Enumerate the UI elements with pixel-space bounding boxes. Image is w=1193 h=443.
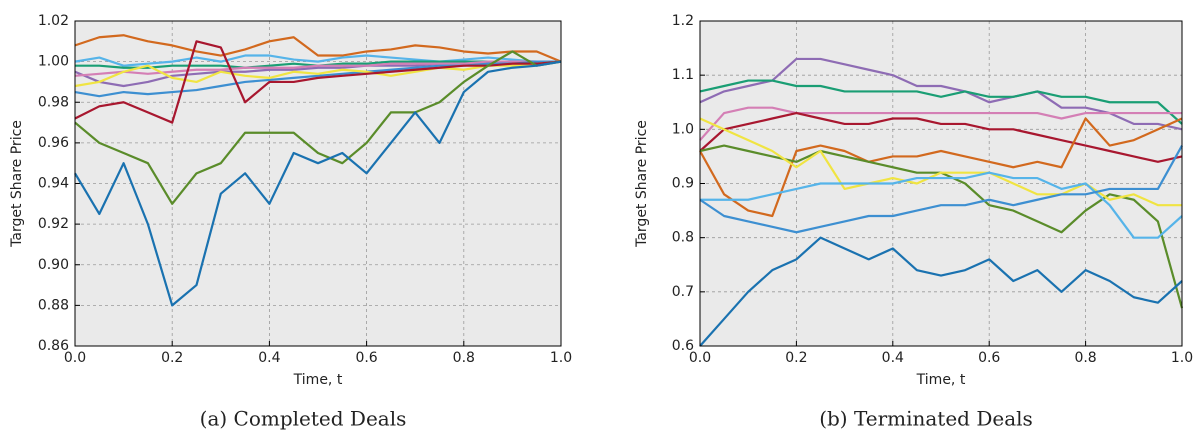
x-tick-label: 0.0 (64, 350, 86, 366)
y-tick-label: 0.6 (672, 338, 694, 354)
series-line (74, 60, 561, 77)
x-tick-label: 0.2 (785, 350, 807, 366)
series-line (74, 60, 562, 307)
x-tick-label: 1.0 (1171, 350, 1193, 366)
y-tick-label: 0.98 (38, 94, 69, 110)
x-tick-label: 0.6 (978, 350, 1000, 366)
x-tick-label: 0.6 (355, 350, 377, 366)
caption: (a) Completed Deals (200, 407, 407, 431)
plot-frame (699, 20, 1183, 347)
y-tick-label: 0.88 (38, 297, 69, 313)
x-axis-label: Time, t (293, 372, 343, 388)
series-line (699, 236, 1183, 347)
x-tick-label: 0.8 (453, 350, 475, 366)
series-line (74, 34, 562, 63)
plot-frame (74, 20, 562, 347)
series-line (699, 106, 1182, 141)
y-axis-label: Target Share Price (634, 120, 650, 248)
series-line (700, 171, 1183, 239)
caption: (b) Terminated Deals (819, 407, 1033, 431)
y-tick-label: 1.00 (38, 54, 69, 70)
y-tick-label: 1.1 (672, 67, 694, 83)
series-line (699, 117, 1183, 218)
series-line (699, 117, 1182, 207)
x-tick-label: 0.8 (1074, 350, 1096, 366)
series-line (74, 60, 562, 88)
x-tick-label: 0.4 (882, 350, 904, 366)
y-tick-label: 0.8 (672, 230, 694, 246)
series-line (74, 54, 561, 67)
y-tick-label: 0.86 (38, 338, 69, 354)
y-tick-label: 0.9 (672, 176, 694, 192)
x-tick-label: 0.0 (689, 350, 711, 366)
series-line (74, 60, 561, 98)
y-tick-label: 0.7 (672, 284, 694, 300)
series-line (699, 145, 1183, 234)
x-tick-label: 0.4 (258, 350, 280, 366)
y-tick-label: 0.96 (38, 135, 69, 151)
y-tick-label: 0.90 (38, 257, 69, 273)
y-tick-label: 1.0 (672, 121, 694, 137)
x-axis-label: Time, t (916, 372, 966, 388)
series-line (74, 40, 562, 124)
y-tick-label: 1.2 (672, 13, 694, 29)
x-tick-label: 0.2 (161, 350, 183, 366)
y-tick-label: 0.94 (38, 176, 69, 192)
y-tick-label: 1.02 (38, 13, 69, 29)
x-tick-label: 1.0 (550, 350, 572, 366)
series-line (74, 50, 562, 205)
series-line (699, 79, 1183, 125)
y-tick-label: 0.92 (38, 216, 69, 232)
series-line (699, 111, 1183, 163)
y-axis-label: Target Share Price (9, 120, 25, 248)
series-line (699, 57, 1183, 131)
